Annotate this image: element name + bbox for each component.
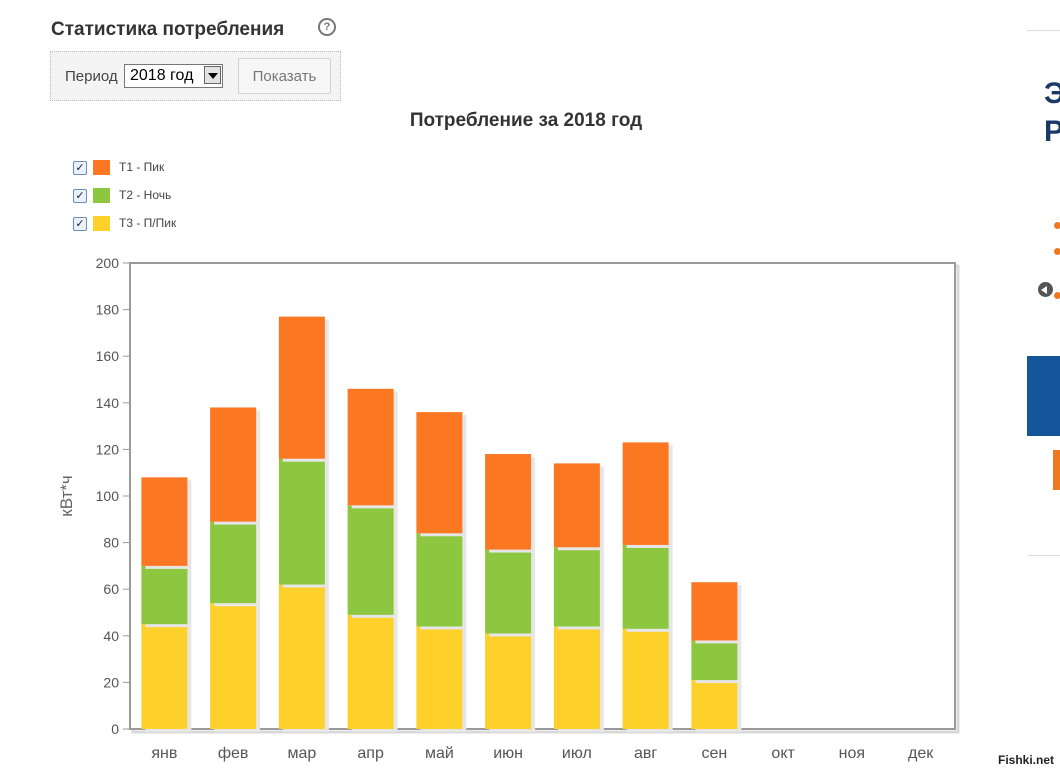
x-tick-label: окт [771, 745, 795, 762]
y-axis-label: кВт*ч [57, 475, 76, 516]
bar-segment-фев-s2 [210, 407, 257, 522]
side-advert-panel: Э Р [1027, 30, 1060, 560]
legend-label-t3: Т3 - П/Пик [119, 216, 177, 230]
period-select-value: 2018 год [130, 67, 194, 84]
bar-segment-мар-s2 [278, 316, 325, 459]
bar-segment-апр-s1 [347, 505, 394, 615]
x-tick-label: дек [908, 745, 934, 762]
bar-segment-авг-s0 [622, 628, 669, 729]
watermark: Fishki.net [995, 753, 1056, 767]
y-tick-label: 100 [96, 488, 120, 504]
side-orange-block [1053, 450, 1060, 490]
bar-segment-июн-s0 [485, 633, 532, 729]
legend-label-t1: Т1 - Пик [119, 160, 165, 174]
bar-segment-июл-s1 [553, 547, 600, 627]
side-bullet-3 [1054, 292, 1060, 299]
y-tick-label: 140 [96, 395, 120, 411]
side-divider-bottom [1027, 555, 1060, 556]
y-tick-label: 160 [96, 348, 120, 364]
y-tick-label: 80 [103, 535, 119, 551]
bar-segment-май-s2 [416, 412, 463, 534]
y-tick-label: 20 [103, 674, 119, 690]
bar-segment-сен-s2 [691, 582, 738, 641]
legend-label-t2: Т2 - Ночь [119, 188, 172, 202]
period-filter-panel: Период 2018 год Показать [50, 51, 341, 101]
y-tick-label: 60 [103, 581, 119, 597]
side-banner[interactable] [1027, 356, 1060, 436]
legend-checkbox-t2[interactable]: ✓ [73, 189, 87, 203]
consumption-chart: 0 20 40 60 80 100 120 140 160 180 200 кВт*ч янв фев ма… [57, 255, 960, 762]
legend-checkbox-t3[interactable]: ✓ [73, 217, 87, 231]
bar-segment-фев-s0 [210, 603, 257, 729]
x-tick-label: ноя [839, 745, 865, 762]
x-tick-label: июл [562, 745, 592, 762]
period-label: Период [65, 68, 118, 85]
bar-segment-июн-s1 [485, 549, 532, 634]
period-select[interactable]: 2018 год [124, 64, 223, 88]
bar-segment-сен-s0 [691, 680, 738, 729]
y-tick-label: 120 [96, 441, 120, 457]
bar-segment-сен-s1 [691, 640, 738, 681]
carousel-prev-icon[interactable] [1038, 282, 1053, 297]
bar-segment-май-s0 [416, 626, 463, 729]
y-tick-label: 40 [103, 628, 119, 644]
x-tick-label: авг [634, 745, 657, 762]
bar-segment-май-s1 [416, 533, 463, 627]
bar-segment-янв-s2 [141, 477, 188, 566]
bar-segment-авг-s1 [622, 544, 669, 629]
bar-segment-мар-s0 [278, 584, 325, 729]
x-tick-label: апр [357, 745, 384, 762]
bar-segment-янв-s0 [141, 624, 188, 729]
bar-segment-июл-s2 [553, 463, 600, 548]
side-text-1: Э [1044, 77, 1060, 110]
bar-segment-фев-s1 [210, 521, 257, 604]
x-tick-label: янв [151, 745, 177, 762]
bar-segment-авг-s2 [622, 442, 669, 545]
bar-segment-июл-s0 [553, 626, 600, 729]
legend-checkbox-t1[interactable]: ✓ [73, 161, 87, 175]
chart-title: Потребление за 2018 год [409, 110, 643, 131]
legend-swatch-t1 [93, 160, 110, 175]
x-tick-label: июн [493, 745, 523, 762]
x-tick-label: май [425, 745, 454, 762]
legend-swatch-t2 [93, 188, 110, 203]
chevron-down-icon[interactable] [204, 66, 221, 84]
page-title: Статистика потребления [51, 19, 285, 40]
side-text-2: Р [1044, 115, 1060, 148]
y-tick-label: 180 [96, 302, 120, 318]
side-divider-top [1027, 30, 1060, 31]
bar-segment-апр-s0 [347, 614, 394, 729]
side-bullet-1 [1054, 222, 1060, 229]
legend-swatch-t3 [93, 216, 110, 231]
y-tick-label: 0 [111, 721, 119, 737]
bar-segment-июн-s2 [485, 454, 532, 550]
help-icon[interactable]: ? [318, 18, 336, 36]
x-tick-label: сен [702, 745, 728, 762]
side-bullet-2 [1054, 248, 1060, 255]
bar-segment-янв-s1 [141, 565, 188, 625]
plot-area-frame [129, 262, 956, 730]
bar-segment-мар-s1 [278, 458, 325, 585]
bar-segment-апр-s2 [347, 388, 394, 506]
show-button[interactable]: Показать [238, 58, 331, 94]
x-tick-label: мар [287, 745, 316, 762]
y-tick-label: 200 [96, 255, 120, 271]
x-tick-label: фев [218, 745, 249, 762]
